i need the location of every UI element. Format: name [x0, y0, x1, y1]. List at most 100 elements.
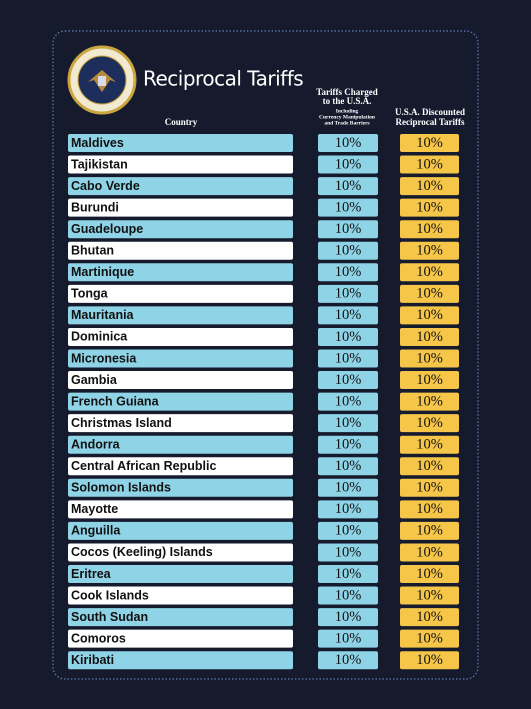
- country-name: Maldives: [71, 136, 124, 150]
- reciprocal-tariff-cell: [400, 608, 459, 627]
- reciprocal-tariff-cell: [400, 543, 459, 562]
- tariff-charged: 10%: [335, 544, 362, 560]
- reciprocal-tariff: 10%: [416, 264, 443, 280]
- country-cell: [68, 134, 293, 152]
- country-cell: [68, 220, 293, 239]
- reciprocal-tariff-cell: [400, 500, 459, 519]
- tariff-charged-cell: [318, 435, 378, 454]
- country-name: Cook Islands: [71, 588, 149, 602]
- country-cell: [68, 284, 293, 303]
- tariff-charged: 10%: [335, 286, 362, 302]
- country-name: Central African Republic: [71, 459, 216, 473]
- reciprocal-tariff-cell: [400, 155, 459, 174]
- country-cell: [68, 435, 293, 454]
- reciprocal-tariff-cell: [400, 565, 459, 583]
- country-name: Micronesia: [71, 351, 137, 365]
- country-cell: [68, 371, 293, 390]
- column-header: Reciprocal Tariffs: [395, 117, 465, 127]
- tariff-charged-cell: [318, 220, 378, 239]
- country-cell: [68, 241, 293, 260]
- tariff-charged-cell: [318, 155, 378, 174]
- country-cell: [68, 608, 293, 627]
- reciprocal-tariff-cell: [400, 371, 459, 390]
- tariff-charged-cell: [318, 608, 378, 627]
- country-name: Eritrea: [71, 567, 112, 581]
- column-note: Including: [336, 108, 359, 114]
- reciprocal-tariff: 10%: [416, 156, 443, 172]
- reciprocal-tariff: 10%: [416, 544, 443, 560]
- reciprocal-tariff: 10%: [416, 415, 443, 431]
- reciprocal-tariff-cell: [400, 392, 459, 411]
- reciprocal-tariff-cell: [400, 306, 459, 325]
- country-name: Gambia: [71, 373, 118, 387]
- tariff-charged-cell: [318, 500, 378, 519]
- tariff-charged-cell: [318, 457, 378, 476]
- reciprocal-tariff: 10%: [416, 372, 443, 388]
- column-note: Currency Manipulation: [319, 114, 375, 120]
- reciprocal-tariff: 10%: [416, 566, 443, 582]
- reciprocal-tariff: 10%: [416, 199, 443, 215]
- reciprocal-tariff: 10%: [416, 243, 443, 259]
- reciprocal-tariff: 10%: [416, 587, 443, 603]
- country-name: Andorra: [71, 437, 121, 451]
- reciprocal-tariff-cell: [400, 349, 459, 368]
- reciprocal-tariff-cell: [400, 414, 459, 433]
- country-cell: [68, 629, 293, 648]
- reciprocal-tariff-cell: [400, 629, 459, 648]
- reciprocal-tariff: 10%: [416, 437, 443, 453]
- tariff-charged-cell: [318, 521, 378, 540]
- tariff-charged-cell: [318, 651, 378, 670]
- reciprocal-tariff: 10%: [416, 480, 443, 496]
- country-cell: [68, 500, 293, 519]
- tariff-charged: 10%: [335, 437, 362, 453]
- tariff-charged: 10%: [335, 501, 362, 517]
- reciprocal-tariff-cell: [400, 521, 459, 540]
- column-note: and Trade Barriers: [324, 120, 369, 126]
- country-cell: [68, 306, 293, 325]
- reciprocal-tariff: 10%: [416, 630, 443, 646]
- tariff-charged: 10%: [335, 609, 362, 625]
- country-cell: [68, 327, 293, 346]
- country-cell: [68, 521, 293, 540]
- tariff-charged: 10%: [335, 264, 362, 280]
- tariff-charged: 10%: [335, 156, 362, 172]
- reciprocal-tariff: 10%: [416, 307, 443, 323]
- country-cell: [68, 565, 293, 583]
- column-header: U.S.A. Discounted: [395, 107, 465, 117]
- tariff-charged: 10%: [335, 350, 362, 366]
- country-cell: [68, 349, 293, 368]
- tariff-charged: 10%: [335, 458, 362, 474]
- reciprocal-tariff-cell: [400, 220, 459, 239]
- reciprocal-tariff: 10%: [416, 286, 443, 302]
- reciprocal-tariff: 10%: [416, 393, 443, 409]
- country-cell: [68, 198, 293, 217]
- country-cell: [68, 457, 293, 476]
- country-name: Cabo Verde: [71, 179, 140, 193]
- tariff-charged: 10%: [335, 199, 362, 215]
- tariff-charged: 10%: [335, 480, 362, 496]
- country-name: Comoros: [71, 631, 126, 645]
- tariff-charged-cell: [318, 543, 378, 562]
- title: Reciprocal Tariffs: [143, 67, 303, 91]
- country-name: Kiribati: [71, 653, 114, 667]
- column-header: Tariffs Charged: [316, 87, 377, 97]
- reciprocal-tariff: 10%: [416, 501, 443, 517]
- reciprocal-tariff: 10%: [416, 178, 443, 194]
- reciprocal-tariff-cell: [400, 327, 459, 346]
- tariff-charged: 10%: [335, 135, 362, 151]
- tariff-charged: 10%: [335, 415, 362, 431]
- tariff-charged: 10%: [335, 372, 362, 388]
- tariff-charged: 10%: [335, 178, 362, 194]
- country-name: Christmas Island: [71, 416, 172, 430]
- reciprocal-tariff-cell: [400, 586, 459, 605]
- country-name: Martinique: [71, 265, 134, 279]
- tariff-charged: 10%: [335, 630, 362, 646]
- tariff-charged: 10%: [335, 393, 362, 409]
- reciprocal-tariff: 10%: [416, 329, 443, 345]
- tariff-charged: 10%: [335, 587, 362, 603]
- reciprocal-tariff-cell: [400, 457, 459, 476]
- country-name: Tajikistan: [71, 157, 128, 171]
- reciprocal-tariff: 10%: [416, 135, 443, 151]
- reciprocal-tariff-cell: [400, 177, 459, 196]
